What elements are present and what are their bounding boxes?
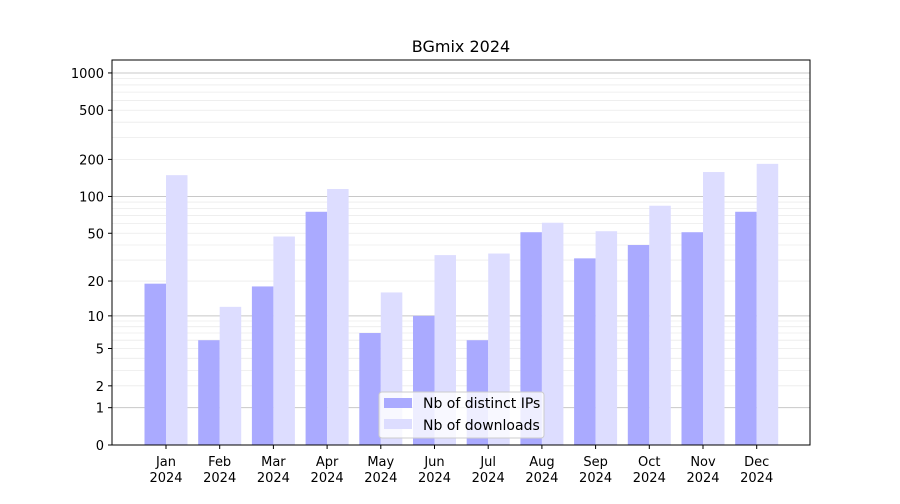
x-tick-label: Aug <box>529 455 554 470</box>
y-tick-label: 200 <box>79 153 104 168</box>
x-tick-label: Jul <box>479 455 496 470</box>
legend-swatch-ips <box>384 398 412 408</box>
x-tick-label: Nov <box>690 455 716 470</box>
x-tick-label: Apr <box>316 455 339 470</box>
bar-downloads <box>327 189 349 445</box>
legend: Nb of distinct IPs Nb of downloads <box>378 391 545 439</box>
bar-downloads <box>649 205 671 445</box>
x-tick-label: 2024 <box>364 471 397 486</box>
x-tick-label: 2024 <box>257 471 290 486</box>
x-tick-label: Oct <box>638 455 660 470</box>
y-tick-label: 10 <box>87 310 104 325</box>
legend-label-ips: Nb of distinct IPs <box>423 396 540 412</box>
x-tick-label: May <box>367 455 394 470</box>
y-tick-label: 1000 <box>71 67 104 82</box>
bar-downloads <box>756 163 779 445</box>
bar-distinct-ips <box>305 211 328 445</box>
bar-distinct-ips <box>627 245 650 445</box>
x-tick-label: Feb <box>208 455 231 470</box>
bar-downloads <box>273 236 295 445</box>
y-tick-label: 20 <box>87 275 104 290</box>
x-tick-label: 2024 <box>579 471 612 486</box>
x-tick-label: 2024 <box>311 471 344 486</box>
x-tick-label: 2024 <box>203 471 236 486</box>
bar-distinct-ips <box>681 232 703 445</box>
x-tick-label: 2024 <box>633 471 666 486</box>
bar-distinct-ips <box>251 286 274 445</box>
x-tick-label: 2024 <box>472 471 505 486</box>
x-tick-label: Jan <box>155 455 176 470</box>
bar-distinct-ips <box>574 258 596 445</box>
x-tick-label: Mar <box>261 455 286 470</box>
bar-downloads <box>166 175 188 446</box>
bar-downloads <box>595 231 618 445</box>
bar-downloads <box>219 306 242 445</box>
x-tick-label: Jun <box>423 455 444 470</box>
x-tick-label: 2024 <box>740 471 773 486</box>
plot-frame <box>111 59 811 446</box>
y-tick-label: 2 <box>96 380 104 395</box>
x-tick-label: 2024 <box>686 471 719 486</box>
chart-title: BGmix 2024 <box>412 37 510 56</box>
x-tick-label: 2024 <box>525 471 558 486</box>
bar-distinct-ips <box>198 340 220 445</box>
x-tick-label: Dec <box>744 455 769 470</box>
y-tick-label: 0 <box>96 439 104 454</box>
legend-label-downloads: Nb of downloads <box>423 418 540 434</box>
y-tick-label: 50 <box>87 227 104 242</box>
legend-swatch-downloads <box>384 419 412 429</box>
y-tick-label: 100 <box>79 190 104 205</box>
y-tick-label: 1 <box>96 402 104 417</box>
x-tick-label: 2024 <box>418 471 451 486</box>
x-tick-label: Sep <box>583 455 608 470</box>
bar-distinct-ips <box>359 333 381 445</box>
x-tick-label: 2024 <box>149 471 182 486</box>
bar-downloads <box>703 172 725 445</box>
y-tick-label: 500 <box>79 104 104 119</box>
y-tick-label: 5 <box>96 343 104 358</box>
bar-distinct-ips <box>735 211 757 445</box>
bar-downloads <box>541 222 564 445</box>
bar-distinct-ips <box>144 283 166 445</box>
